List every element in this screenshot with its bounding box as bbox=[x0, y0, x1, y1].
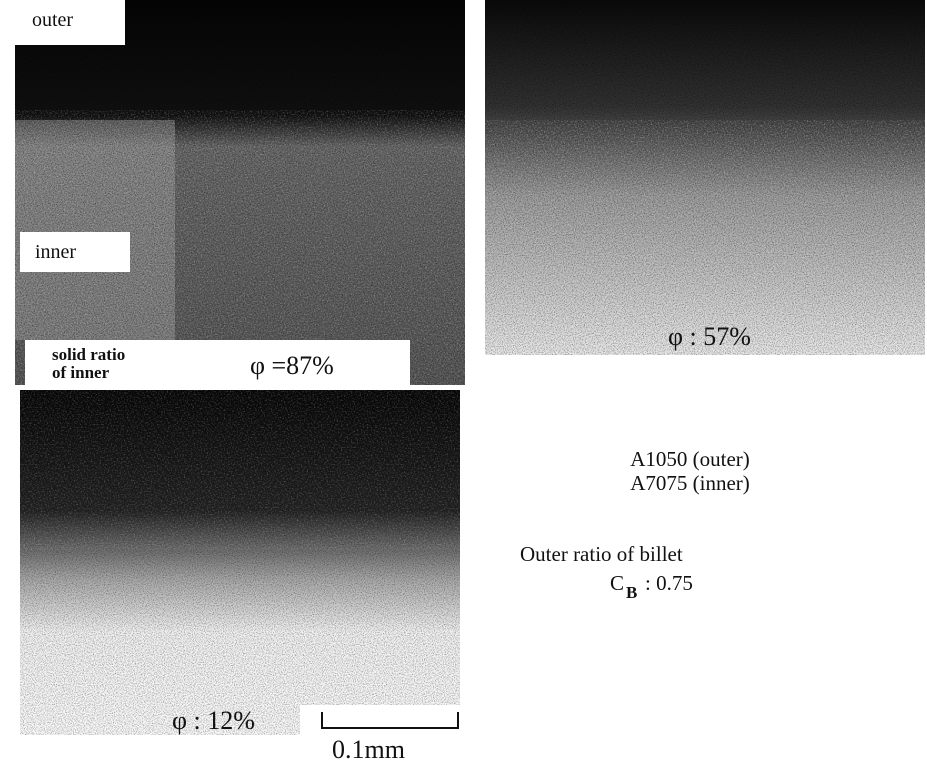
label-box bbox=[15, 0, 125, 45]
material: A7075 (inner) bbox=[630, 471, 750, 495]
billet-value: : 0.75 bbox=[645, 571, 693, 595]
phi-value: φ : 57% bbox=[668, 322, 751, 351]
micrograph-3 bbox=[20, 390, 460, 735]
phi-value: φ =87% bbox=[250, 351, 334, 380]
subscript: B bbox=[626, 583, 637, 602]
symbol: C bbox=[610, 571, 624, 595]
billet-label: Outer ratio of billet bbox=[520, 542, 683, 566]
solid-ratio-label: of inner bbox=[52, 363, 110, 382]
phi-value: φ : 12% bbox=[172, 706, 255, 735]
material: A1050 (outer) bbox=[630, 447, 750, 471]
scale-box bbox=[300, 705, 465, 735]
caption-box bbox=[25, 340, 410, 386]
scale-bar bbox=[321, 712, 459, 729]
solid-ratio-label: solid ratio bbox=[52, 345, 125, 364]
outer-label: outer bbox=[32, 9, 73, 31]
micrograph-1 bbox=[15, 0, 465, 385]
inner-label: inner bbox=[35, 241, 76, 263]
micrograph-2 bbox=[485, 0, 925, 355]
scale-label: 0.1mm bbox=[332, 735, 405, 764]
label-box bbox=[20, 232, 130, 272]
